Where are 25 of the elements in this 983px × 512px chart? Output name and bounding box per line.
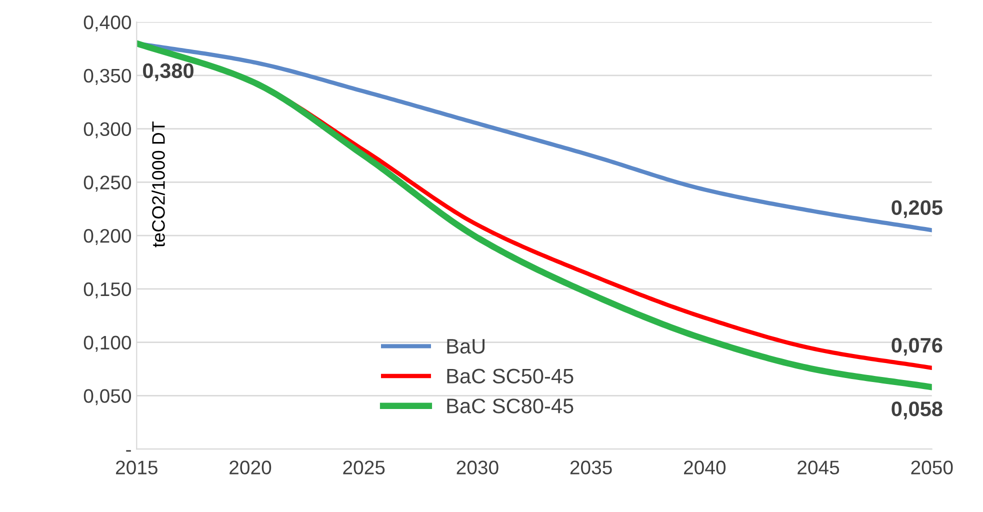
y-tick-label: 0,250 bbox=[84, 176, 132, 192]
y-tick-label: 0,050 bbox=[84, 389, 132, 406]
x-tick-label: 2040 bbox=[684, 460, 726, 474]
data-label: 0,205 bbox=[892, 200, 942, 218]
x-tick-label: 2035 bbox=[570, 460, 612, 474]
y-tick-label: 0,100 bbox=[84, 336, 132, 352]
y-tick-label: 0,200 bbox=[84, 228, 132, 246]
y-tick-label: 0,300 bbox=[84, 122, 132, 138]
x-tick-label: 2045 bbox=[798, 460, 840, 474]
data-label: 0,058 bbox=[892, 402, 942, 420]
x-tick-label: 2030 bbox=[456, 460, 498, 474]
y-axis-title: teCO2/1000 DT bbox=[152, 121, 165, 248]
y-tick-label: - bbox=[126, 450, 131, 452]
legend-label: BaC SC50-45 bbox=[447, 368, 574, 384]
x-tick-label: 2020 bbox=[230, 460, 272, 474]
y-tick-label: 0,150 bbox=[84, 282, 132, 298]
x-tick-label: 2050 bbox=[911, 460, 953, 474]
data-label: 0,380 bbox=[143, 63, 194, 82]
x-tick-label: 2015 bbox=[116, 460, 158, 474]
data-label: 0,076 bbox=[892, 338, 942, 356]
x-tick-label: 2025 bbox=[343, 460, 385, 474]
legend-label: BaC SC80-45 bbox=[447, 398, 574, 414]
y-tick-label: 0,400 bbox=[84, 15, 132, 32]
y-tick-label: 0,350 bbox=[84, 68, 132, 85]
legend-label: BaU bbox=[447, 339, 484, 354]
